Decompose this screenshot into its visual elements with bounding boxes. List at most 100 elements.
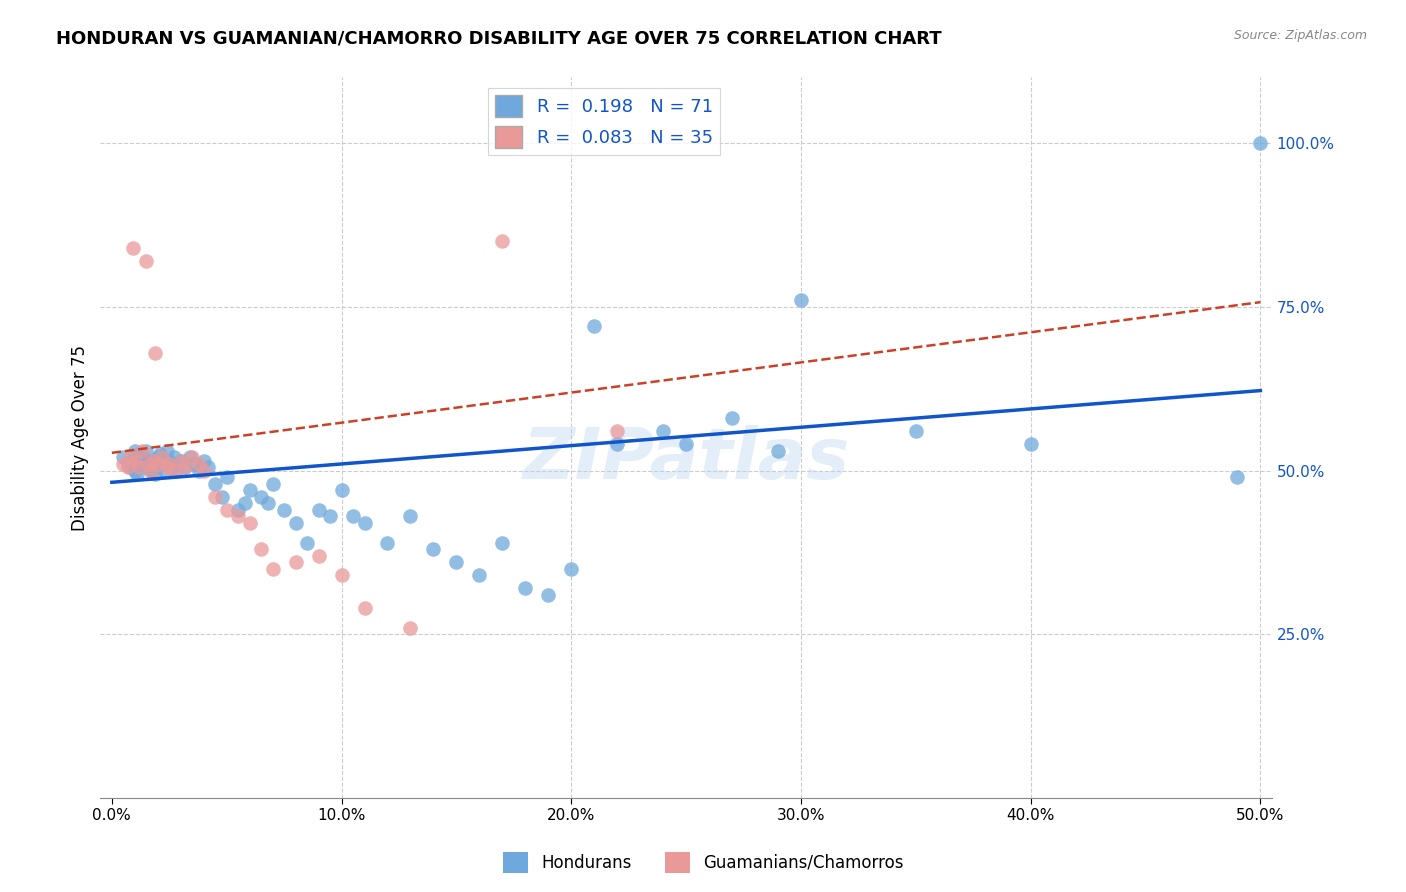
Point bbox=[262, 476, 284, 491]
Point bbox=[319, 509, 342, 524]
Point bbox=[606, 437, 628, 451]
Point bbox=[330, 483, 353, 498]
Point bbox=[790, 293, 813, 308]
Point bbox=[145, 467, 167, 481]
Point bbox=[204, 490, 226, 504]
Text: HONDURAN VS GUAMANIAN/CHAMORRO DISABILITY AGE OVER 75 CORRELATION CHART: HONDURAN VS GUAMANIAN/CHAMORRO DISABILIT… bbox=[56, 29, 942, 47]
Text: Source: ZipAtlas.com: Source: ZipAtlas.com bbox=[1233, 29, 1367, 43]
Point bbox=[308, 549, 330, 563]
Point bbox=[284, 516, 307, 530]
Point bbox=[652, 424, 675, 438]
Point bbox=[491, 535, 513, 549]
Point bbox=[174, 460, 197, 475]
Point bbox=[135, 443, 157, 458]
Point bbox=[330, 568, 353, 582]
Point bbox=[446, 555, 468, 569]
Point bbox=[1249, 136, 1271, 150]
Point bbox=[170, 453, 193, 467]
Point bbox=[131, 450, 153, 465]
Point bbox=[308, 503, 330, 517]
Point bbox=[226, 509, 249, 524]
Point bbox=[606, 424, 628, 438]
Point bbox=[142, 457, 165, 471]
Point bbox=[904, 424, 927, 438]
Point bbox=[193, 463, 215, 477]
Point bbox=[170, 453, 193, 467]
Point bbox=[127, 467, 149, 481]
Point bbox=[766, 443, 789, 458]
Point bbox=[139, 463, 162, 477]
Point bbox=[112, 457, 135, 471]
Point bbox=[174, 460, 197, 475]
Point bbox=[250, 490, 273, 504]
Point bbox=[675, 437, 697, 451]
Point bbox=[121, 453, 143, 467]
Point bbox=[257, 496, 280, 510]
Point bbox=[132, 453, 155, 467]
Point bbox=[138, 453, 160, 467]
Point bbox=[537, 588, 560, 602]
Point bbox=[120, 450, 142, 465]
Point bbox=[146, 450, 169, 465]
Point bbox=[399, 509, 422, 524]
Point bbox=[377, 535, 399, 549]
Point bbox=[239, 516, 262, 530]
Point bbox=[157, 457, 180, 471]
Point bbox=[142, 453, 165, 467]
Point bbox=[131, 457, 153, 471]
Point bbox=[139, 463, 162, 477]
Point bbox=[117, 457, 139, 471]
Point bbox=[183, 457, 205, 471]
Point bbox=[188, 463, 211, 477]
Point bbox=[1019, 437, 1042, 451]
Point bbox=[120, 460, 142, 475]
Point bbox=[273, 503, 295, 517]
Point bbox=[226, 503, 249, 517]
Point bbox=[353, 601, 375, 615]
Point bbox=[117, 460, 139, 475]
Point bbox=[112, 450, 135, 465]
Point bbox=[131, 443, 153, 458]
Point bbox=[515, 582, 537, 596]
Point bbox=[128, 447, 150, 461]
Point bbox=[342, 509, 364, 524]
Point bbox=[124, 443, 146, 458]
Point bbox=[181, 450, 204, 465]
Point bbox=[145, 345, 167, 359]
Point bbox=[128, 460, 150, 475]
Point bbox=[156, 460, 179, 475]
Point bbox=[583, 319, 606, 334]
Point bbox=[165, 463, 187, 477]
Point bbox=[135, 253, 157, 268]
Point bbox=[193, 453, 215, 467]
Point bbox=[721, 411, 744, 425]
Point bbox=[399, 621, 422, 635]
Point bbox=[150, 457, 173, 471]
Point bbox=[204, 476, 226, 491]
Y-axis label: Disability Age Over 75: Disability Age Over 75 bbox=[72, 344, 89, 531]
Point bbox=[146, 453, 169, 467]
Point bbox=[124, 453, 146, 467]
Point bbox=[211, 490, 233, 504]
Point bbox=[124, 463, 146, 477]
Legend: R =  0.198   N = 71, R =  0.083   N = 35: R = 0.198 N = 71, R = 0.083 N = 35 bbox=[488, 88, 720, 155]
Point bbox=[146, 457, 169, 471]
Point bbox=[163, 450, 186, 465]
Point bbox=[138, 457, 160, 471]
Point bbox=[121, 241, 143, 255]
Point bbox=[295, 535, 318, 549]
Text: ZIPatlas: ZIPatlas bbox=[523, 425, 849, 494]
Point bbox=[215, 503, 238, 517]
Point bbox=[262, 562, 284, 576]
Point bbox=[491, 234, 513, 248]
Point bbox=[157, 453, 180, 467]
Point bbox=[188, 457, 211, 471]
Point bbox=[160, 460, 183, 475]
Point bbox=[215, 470, 238, 484]
Point bbox=[156, 443, 179, 458]
Point bbox=[179, 450, 201, 465]
Point bbox=[233, 496, 256, 510]
Point bbox=[1226, 470, 1249, 484]
Legend: Hondurans, Guamanians/Chamorros: Hondurans, Guamanians/Chamorros bbox=[496, 846, 910, 880]
Point bbox=[239, 483, 262, 498]
